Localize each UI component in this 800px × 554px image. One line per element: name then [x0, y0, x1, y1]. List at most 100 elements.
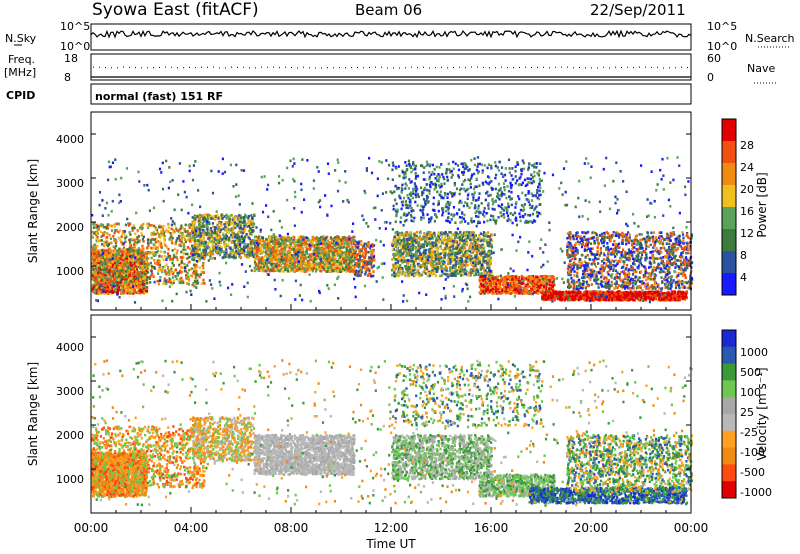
- range-cell: [95, 279, 99, 282]
- range-cell: [202, 214, 205, 217]
- range-cell: [104, 257, 107, 260]
- range-cell: [106, 235, 109, 239]
- range-cell: [220, 237, 223, 241]
- range-cell: [187, 268, 191, 272]
- range-cell: [200, 241, 203, 244]
- range-cell: [281, 244, 284, 248]
- range-cell: [209, 252, 212, 255]
- range-cell: [113, 239, 116, 242]
- range-cell: [228, 214, 231, 218]
- range-cell: [139, 270, 142, 274]
- range-cell: [267, 253, 270, 256]
- range-cell: [202, 278, 205, 282]
- range-cell: [346, 256, 349, 259]
- range-cell: [232, 246, 236, 249]
- range-cell: [369, 272, 372, 276]
- range-cell: [188, 279, 191, 283]
- range-cell: [234, 226, 237, 230]
- range-cell: [150, 232, 153, 235]
- range-cell: [218, 244, 221, 248]
- range-cell: [139, 266, 142, 270]
- range-cell: [141, 238, 144, 241]
- range-cell: [260, 247, 263, 251]
- range-cell: [181, 226, 184, 230]
- range-cell: [124, 285, 127, 288]
- range-cell: [286, 245, 289, 249]
- range-cell: [182, 255, 185, 259]
- range-cell: [189, 232, 192, 235]
- range-cell: [175, 252, 178, 255]
- range-cell: [248, 251, 251, 255]
- range-cell: [200, 282, 203, 286]
- range-cell: [94, 262, 97, 265]
- range-cell: [211, 217, 214, 220]
- range-cell: [134, 278, 137, 282]
- range-cell: [139, 281, 142, 285]
- range-cell: [358, 252, 361, 256]
- range-cell: [180, 242, 184, 246]
- range-cell: [112, 245, 115, 249]
- range-cell: [137, 291, 140, 294]
- range-cell: [191, 231, 195, 235]
- range-cell: [93, 291, 96, 295]
- range-cell: [239, 224, 242, 228]
- range-cell: [181, 270, 184, 274]
- range-cell: [253, 214, 256, 217]
- range-cell: [292, 266, 295, 269]
- range-cell: [220, 245, 223, 249]
- range-cell: [94, 271, 97, 274]
- range-cell: [125, 289, 128, 292]
- range-cell: [94, 287, 97, 290]
- range-cell: [230, 233, 233, 237]
- range-cell: [173, 223, 176, 227]
- range-cell: [192, 269, 196, 273]
- range-cell: [145, 260, 148, 263]
- range-cell: [101, 234, 104, 237]
- range-cell: [137, 286, 140, 289]
- range-cell: [201, 271, 204, 274]
- range-cell: [191, 238, 194, 242]
- range-cell: [118, 278, 121, 282]
- range-cell: [109, 278, 112, 282]
- range-cell: [206, 244, 209, 248]
- range-cell: [218, 229, 221, 232]
- range-cell: [206, 231, 209, 235]
- range-cell: [128, 231, 131, 234]
- range-cell: [234, 256, 237, 259]
- range-cell: [126, 291, 129, 295]
- range-cell: [207, 231, 211, 235]
- range-cell: [223, 253, 226, 257]
- range-cell: [131, 226, 134, 230]
- range-cell: [198, 227, 201, 231]
- range-cell: [299, 248, 303, 252]
- range-cell: [170, 227, 173, 231]
- range-cell: [118, 281, 121, 284]
- range-cell: [121, 252, 124, 255]
- range-cell: [116, 265, 119, 269]
- range-cell: [247, 221, 250, 225]
- range-cell: [340, 249, 343, 253]
- range-cell: [339, 255, 342, 259]
- cpid-panel: CPID normal (fast) 151 RF: [6, 83, 692, 105]
- range-cell: [142, 222, 145, 226]
- range-cell: [111, 291, 114, 294]
- range-cell: [219, 250, 222, 254]
- range-cell: [168, 273, 171, 276]
- range-cell: [185, 234, 188, 238]
- range-cell: [139, 256, 143, 259]
- range-cell: [147, 257, 150, 260]
- range-cell: [285, 253, 289, 257]
- range-cell: [349, 250, 352, 253]
- range-cell: [125, 235, 128, 239]
- range-cell: [146, 222, 149, 226]
- range-cell: [199, 231, 202, 235]
- range-cell: [153, 244, 157, 248]
- range-cell: [229, 247, 232, 251]
- nsearch-tick-low: 10^0: [707, 40, 737, 53]
- range-cell: [221, 256, 224, 259]
- range-cell: [100, 223, 103, 226]
- range-cell: [274, 268, 277, 272]
- range-cell: [91, 245, 94, 249]
- range-cell: [183, 262, 186, 266]
- range-cell: [218, 221, 221, 225]
